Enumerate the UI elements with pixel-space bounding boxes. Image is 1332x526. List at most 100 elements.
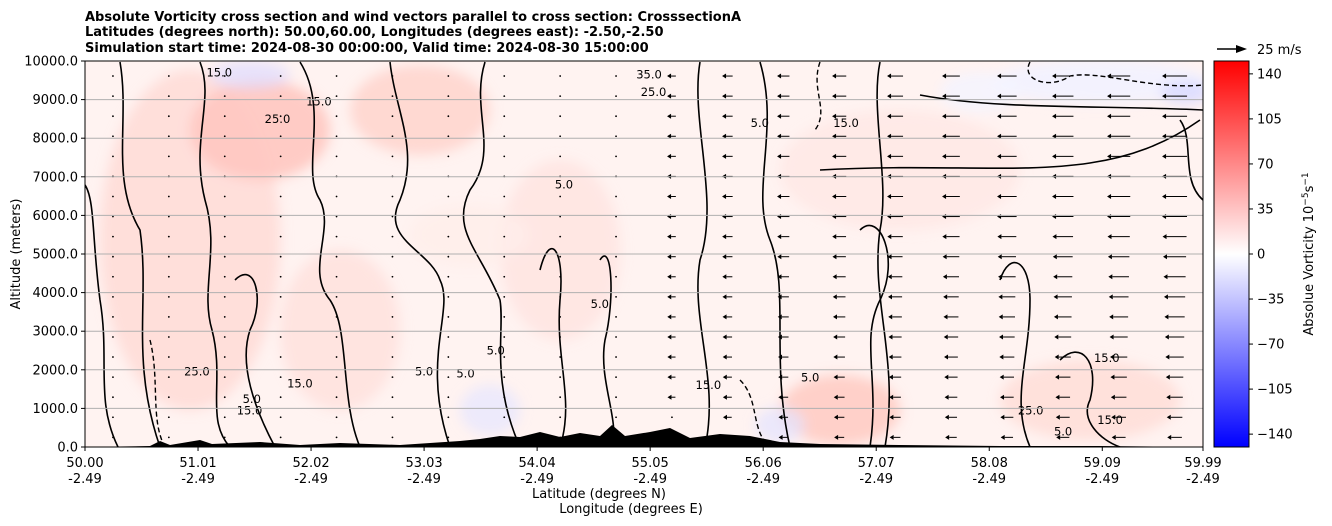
wind-vector <box>391 336 394 338</box>
wind-vector <box>335 436 338 439</box>
wind-vector-head <box>667 73 672 79</box>
y-tick-label: 2000.0 <box>33 363 79 378</box>
wind-vector-head <box>997 93 1002 99</box>
wind-vector-head <box>1111 414 1116 420</box>
wind-vector-head <box>887 133 892 139</box>
wind-vector-head <box>778 374 783 380</box>
wind-vector-head <box>1054 354 1059 360</box>
x-tick-label-lon: -2.49 <box>1186 472 1220 487</box>
x-tick-label-lat: 57.07 <box>858 456 895 471</box>
wind-vector <box>279 416 282 419</box>
wind-vector <box>335 195 338 198</box>
wind-vector-head <box>944 394 949 400</box>
wind-vector-head <box>1110 354 1115 360</box>
wind-vector <box>223 295 226 298</box>
wind-vector <box>279 215 282 218</box>
wind-vector <box>335 235 338 238</box>
wind-vector-head <box>832 73 837 79</box>
contour-label: 25.0 <box>1018 403 1044 417</box>
gridlines <box>85 99 1203 409</box>
wind-vector-head <box>832 93 837 99</box>
wind-vector-head <box>942 193 947 199</box>
wind-vector-head <box>1165 374 1170 380</box>
wind-vector-head <box>832 153 837 159</box>
wind-vector <box>167 396 170 399</box>
wind-vector <box>279 336 282 338</box>
wind-vector-head <box>1162 93 1167 99</box>
wind-vector-head <box>777 314 782 320</box>
wind-vector <box>112 376 114 379</box>
wind-vector-head <box>1053 274 1058 280</box>
wind-vector-head <box>667 394 672 400</box>
y-tick-label: 0.0 <box>57 441 78 456</box>
wind-vector <box>503 215 506 218</box>
wind-vector-head <box>832 133 837 139</box>
wind-vector <box>112 195 114 198</box>
wind-vector-head <box>778 414 783 420</box>
x-tick-label-lon: -2.49 <box>746 472 780 487</box>
wind-vector <box>112 316 114 318</box>
wind-vector-head <box>1052 234 1057 240</box>
wind-vector-head <box>777 254 782 260</box>
wind-vector-head <box>997 254 1002 260</box>
wind-vector <box>559 215 562 218</box>
wind-vector <box>559 155 562 158</box>
wind-vector <box>223 356 226 358</box>
colorbar-tick-label: 70 <box>1257 157 1274 172</box>
wind-vector-head <box>667 193 672 199</box>
y-tick-label: 6000.0 <box>33 209 79 224</box>
colorbar-tick-label: 140 <box>1257 67 1282 82</box>
wind-vector-head <box>777 334 782 340</box>
wind-vector <box>167 376 170 379</box>
x-tick-label-lat: 59.99 <box>1184 456 1221 471</box>
wind-vector-head <box>997 234 1002 240</box>
wind-vector <box>447 396 450 399</box>
wind-vector <box>503 135 506 138</box>
x-tick-label-lon: -2.49 <box>1085 472 1119 487</box>
wind-vector <box>223 436 226 439</box>
wind-vector-head <box>667 294 672 300</box>
wind-vector-head <box>832 193 837 199</box>
wind-vector-head <box>945 434 950 440</box>
wind-vector-head <box>1164 314 1169 320</box>
y-tick-label: 3000.0 <box>33 325 79 340</box>
contour-label: 5.0 <box>415 365 433 379</box>
wind-vector-head <box>778 354 783 360</box>
plot-area: 35.025.015.025.0 5.0 15.05.05.05.0 5.015.01… <box>84 60 1204 448</box>
wind-vector-head <box>778 394 783 400</box>
wind-vector <box>391 235 394 238</box>
wind-vector-head <box>1054 334 1059 340</box>
wind-vector-head <box>722 193 727 199</box>
wind-vector <box>615 215 617 218</box>
wind-vector-head <box>942 73 947 79</box>
colorbar-tick-label: 0 <box>1257 248 1265 263</box>
wind-vector-head <box>722 314 727 320</box>
wind-vector-head <box>1052 73 1057 79</box>
x-tick-label-lon: -2.49 <box>859 472 893 487</box>
wind-vector <box>167 295 170 298</box>
wind-vector-head <box>942 274 947 280</box>
contour-line <box>1059 351 1121 447</box>
wind-vector-head <box>777 153 782 159</box>
wind-vector <box>447 155 450 158</box>
y-tick-label: 9000.0 <box>33 93 79 108</box>
y-tick-label: 10000.0 <box>24 55 78 70</box>
wind-vector <box>391 75 394 77</box>
wind-vector-head <box>722 394 727 400</box>
contour-label: 15.0 <box>833 116 859 130</box>
wind-vector <box>391 255 394 258</box>
x-tick-label-lon: -2.49 <box>520 472 554 487</box>
wind-vector <box>279 356 282 358</box>
wind-vector <box>112 135 114 138</box>
colorbar-tick-label: −70 <box>1257 338 1284 353</box>
wind-vector <box>559 356 562 358</box>
wind-vector <box>335 356 338 358</box>
wind-vector-head <box>832 113 837 119</box>
wind-vector <box>112 436 114 439</box>
chart-title-line-1: Absolute Vorticity cross section and win… <box>85 10 741 25</box>
wind-vector <box>223 376 226 379</box>
wind-vector <box>223 195 226 198</box>
y-tick-label: 8000.0 <box>33 132 79 147</box>
wind-vector <box>559 316 562 318</box>
wind-vector <box>503 235 506 238</box>
